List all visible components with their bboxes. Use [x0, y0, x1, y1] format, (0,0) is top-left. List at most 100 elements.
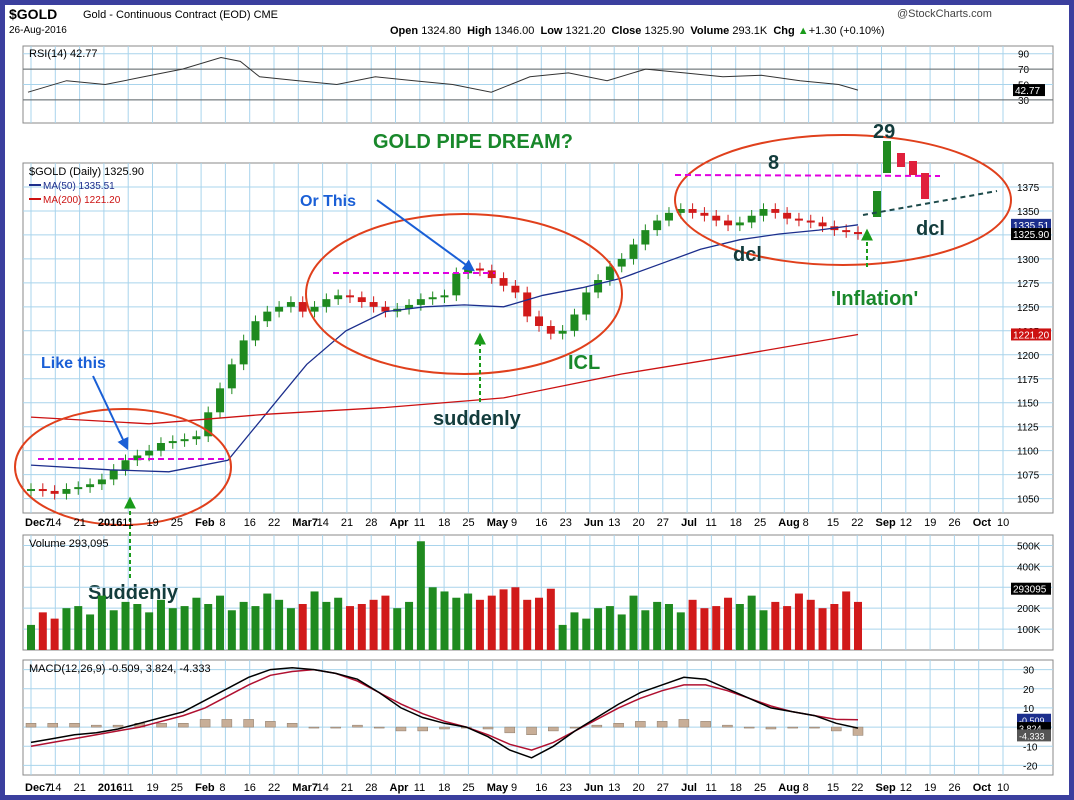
price-x-tick-label: 16 — [244, 517, 256, 529]
projected-bar — [909, 161, 917, 175]
macd-hist-bar — [700, 721, 711, 728]
macd-hist-bar — [308, 726, 320, 729]
volume-tick-label: 200K — [1017, 604, 1041, 615]
annotation-twentynine: 29 — [873, 121, 895, 143]
volume-bar — [322, 601, 331, 650]
low-label: Low — [540, 25, 563, 37]
price-x-tick-label: 22 — [268, 517, 280, 529]
macd-x-tick-label: 27 — [657, 782, 669, 794]
volume-bar — [724, 597, 733, 650]
price-x-tick-label: 25 — [462, 517, 474, 529]
candle-body — [511, 285, 520, 293]
volume-bar — [405, 601, 414, 650]
annotation-dcl-second: dcl — [916, 218, 945, 240]
annotation-suddenly-lower: suddenly — [433, 408, 522, 430]
ma200-legend-label: MA(200) 1221.20 — [43, 195, 121, 206]
price-tick-label: 1100 — [1017, 447, 1039, 458]
volume-bar — [499, 589, 508, 650]
volume-bar — [298, 604, 307, 650]
macd-hist-bar — [395, 726, 407, 732]
price-x-tick-label: 19 — [147, 517, 159, 529]
macd-hist-bar — [830, 726, 842, 732]
candle-body — [121, 460, 130, 470]
or-this-arrow — [376, 199, 475, 272]
macd-tick-label: -20 — [1023, 761, 1038, 772]
macd-hist-bar — [787, 726, 798, 729]
chg-value: +1.30 (+0.10%) — [808, 25, 885, 37]
price-x-tick-label: Jun — [584, 517, 604, 529]
macd-x-tick-label: Jul — [681, 782, 697, 794]
macd-x-tick-label: 18 — [438, 782, 450, 794]
ma200-line — [30, 333, 859, 425]
price-tick-label: 1375 — [1017, 183, 1040, 194]
rsi-label: RSI(14) 42.77 — [29, 48, 97, 60]
candle-body — [806, 220, 815, 223]
volume-bar — [582, 618, 591, 650]
price-tick-label: 1200 — [1017, 351, 1040, 362]
candle-body — [617, 258, 626, 267]
candle-body — [440, 295, 449, 298]
annotation-icl: ICL — [568, 352, 600, 374]
macd-x-tick-label: 21 — [341, 782, 353, 794]
volume-bar — [641, 610, 650, 650]
candle-body — [381, 306, 390, 312]
candle-body — [818, 222, 827, 227]
candle-body — [263, 311, 272, 322]
price-x-tick-label: 16 — [535, 517, 547, 529]
price-x-tick-label: 9 — [511, 517, 517, 529]
candle-body — [86, 484, 95, 488]
volume-bar — [263, 593, 272, 650]
macd-hist-bar — [656, 721, 668, 728]
volume-bar — [688, 599, 697, 650]
volume-bar — [747, 595, 756, 650]
volume-bar — [440, 591, 449, 650]
candle-body — [854, 232, 862, 235]
candle-body — [168, 441, 177, 444]
candle-body — [227, 364, 236, 389]
macd-x-tick-label: Feb — [195, 782, 215, 794]
price-x-tick-label: 22 — [851, 517, 863, 529]
volume-bar — [310, 591, 319, 650]
contract-description: Gold - Continuous Contract (EOD) CME — [83, 9, 279, 21]
volume-bar — [818, 608, 827, 650]
macd-x-tick-label: 28 — [365, 782, 377, 794]
volume-label: Volume — [690, 25, 730, 37]
price-x-tick-label: 11 — [705, 517, 716, 529]
candle-body — [487, 270, 496, 279]
projected-bar — [921, 173, 929, 199]
volume-bar — [74, 606, 83, 650]
macd-x-tick-label: 21 — [74, 782, 86, 794]
macd-hist-bar — [221, 719, 233, 728]
close-price-tag — [1011, 228, 1051, 241]
volume-bar — [712, 606, 721, 650]
volume-bar — [475, 599, 484, 650]
volume-bar — [558, 624, 567, 650]
annotation-dcl-first: dcl — [733, 244, 762, 266]
macd-x-tick-label: 22 — [851, 782, 863, 794]
volume-bar — [452, 597, 461, 650]
macd-hist-bar — [743, 726, 755, 729]
rsi-last-tag — [1013, 84, 1045, 97]
volume-bar — [86, 614, 95, 650]
price-x-tick-label: Apr — [390, 517, 410, 529]
candle-body — [50, 490, 59, 494]
price-x-tick-label: Oct — [973, 517, 992, 529]
resistance-line-right — [674, 174, 941, 177]
volume-bar — [416, 541, 425, 650]
price-x-tick-label: 12 — [900, 517, 912, 529]
volume-bar — [393, 608, 402, 650]
macd-x-tick-label: 12 — [900, 782, 912, 794]
candle-body — [275, 306, 284, 312]
candle-body — [842, 230, 851, 233]
candle-body — [405, 304, 414, 309]
price-x-tick-label: 14 — [49, 517, 61, 529]
candle-body — [605, 266, 614, 280]
macd-hist-bar — [678, 719, 690, 728]
volume-value: 293.1K — [732, 25, 768, 37]
price-x-tick-label: 27 — [657, 517, 669, 529]
price-x-tick-label: 21 — [74, 517, 86, 529]
price-x-tick-label: Dec7 — [25, 517, 51, 529]
macd-x-tick-label: 19 — [924, 782, 936, 794]
candle-body — [62, 489, 71, 494]
macd-line — [30, 666, 859, 759]
